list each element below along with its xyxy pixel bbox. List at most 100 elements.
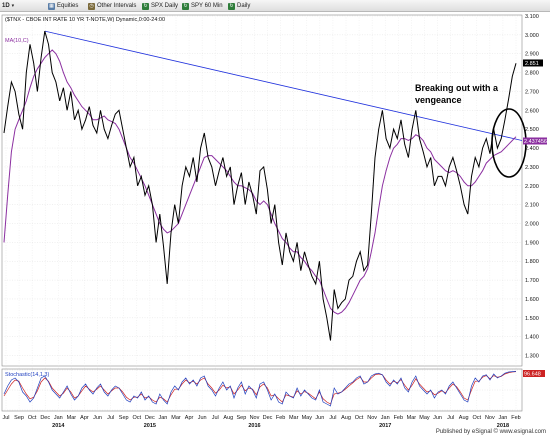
trendline (44, 30, 522, 141)
price-tick-label: 2.100 (525, 203, 539, 209)
month-tick-label: Apr (80, 415, 89, 421)
ma-legend: MA(10,C) (5, 38, 29, 44)
month-tick-label: Dec (145, 415, 155, 421)
site-url[interactable]: www.esignal.com (499, 429, 546, 435)
month-tick-label: Jun (433, 415, 442, 421)
period-selector[interactable]: 1D ▾ (2, 1, 14, 11)
month-tick-label: Feb (276, 415, 285, 421)
ma-last-tag: 2.437456 (523, 137, 547, 145)
oscillator-last-tag: 96.648 (523, 370, 545, 378)
chart-title: ($TNX - CBOE INT RATE 10 YR T-NOTE,W) Dy… (5, 17, 165, 23)
osc-fast-line (3, 371, 517, 407)
price-tick-label: 1.400 (525, 335, 539, 341)
price-tick-label: 2.700 (525, 89, 539, 95)
month-tick-label: Feb (511, 415, 520, 421)
last-price-label: 2.851 (525, 61, 539, 67)
price-tick-label: 2.300 (525, 165, 539, 171)
price-tick-label: 2.800 (525, 71, 539, 77)
price-axis: 3.100 3.000 2.900 2.800 2.700 2.600 2.500 2.400… (525, 14, 539, 360)
year-tick-label: 2015 (144, 423, 156, 429)
month-tick-label: Dec (40, 415, 50, 421)
period-label: 1D (2, 3, 10, 9)
grid (2, 15, 522, 411)
ma-line (3, 49, 517, 315)
annotation-line-1: Breaking out with a (415, 83, 499, 93)
month-tick-label: Jul (107, 415, 114, 421)
year-tick-label: 2017 (379, 423, 391, 429)
oscillator-layer (3, 371, 517, 407)
link-icon: ↻ (142, 2, 149, 10)
price-line (3, 30, 517, 341)
month-tick-label: Aug (223, 415, 233, 421)
price-tick-label: 2.600 (525, 108, 539, 114)
other-intervals-label: Other Intervals (97, 3, 137, 9)
price-tick-label: 1.700 (525, 278, 539, 284)
link-icon: ↻ (182, 2, 189, 10)
month-tick-label: Jun (315, 415, 324, 421)
spx-daily-label: SPX Daily (151, 3, 179, 9)
last-price-tag: 2.851 (523, 59, 543, 67)
toolbar: 1D ▾ ▦ Equities ◷ Other Intervals ↻ SPX … (0, 0, 550, 12)
equities-label: Equities (57, 3, 79, 9)
price-tick-label: 1.900 (525, 240, 539, 246)
year-tick-label: 2014 (52, 423, 65, 429)
month-tick-label: Jun (93, 415, 102, 421)
link-spy-60min[interactable]: ↻ SPY 60 Min (182, 1, 223, 11)
trendline-layer (44, 30, 522, 141)
month-tick-label: Oct (132, 415, 141, 421)
month-tick-label: Nov (485, 415, 495, 421)
price-tick-label: 2.200 (525, 184, 539, 190)
month-tick-label: Jul (447, 415, 454, 421)
month-tick-label: Jul (212, 415, 219, 421)
copyright-symbol: © (493, 429, 498, 435)
month-tick-label: Mar (407, 415, 417, 421)
month-tick-label: Jul (2, 415, 9, 421)
price-tick-label: 1.500 (525, 316, 539, 322)
price-tick-label: 3.000 (525, 33, 539, 39)
price-tick-label: 2.500 (525, 127, 539, 133)
spy-60min-label: SPY 60 Min (191, 3, 223, 9)
chart-area: 3.100 3.000 2.900 2.800 2.700 2.600 2.500 2.400… (1, 14, 547, 429)
price-tick-label: 3.100 (525, 14, 539, 20)
price-layer (3, 30, 517, 341)
month-tick-label: Oct (355, 415, 364, 421)
link-spx-daily[interactable]: ↻ SPX Daily (142, 1, 178, 11)
price-tick-label: 1.600 (525, 297, 539, 303)
month-tick-label: Nov (250, 415, 260, 421)
month-tick-label: Jul (329, 415, 336, 421)
month-tick-label: May (419, 415, 430, 421)
price-tick-label: 2.900 (525, 52, 539, 58)
month-tick-label: Mar (67, 415, 77, 421)
daily-label: Daily (237, 3, 251, 9)
month-tick-label: Jan (381, 415, 390, 421)
month-tick-label: Nov (367, 415, 377, 421)
month-tick-label: Aug (341, 415, 351, 421)
month-tick-label: Mar (171, 415, 181, 421)
month-tick-label: Oct (472, 415, 481, 421)
month-tick-label: Jun (198, 415, 207, 421)
month-tick-label: Dec (263, 415, 273, 421)
equities-menu[interactable]: ▦ Equities (48, 1, 78, 11)
link-daily[interactable]: ↻ Daily (228, 1, 250, 11)
oscillator-legend: Stochastic(14,1,3) (5, 372, 49, 378)
other-intervals-menu[interactable]: ◷ Other Intervals (88, 1, 136, 11)
month-tick-label: Sep (119, 415, 129, 421)
price-tick-label: 2.400 (525, 146, 539, 152)
month-tick-label: Jan (158, 415, 167, 421)
price-tick-label: 1.300 (525, 354, 539, 360)
oscillator-last-label: 96.648 (524, 372, 541, 378)
price-tick-label: 2.000 (525, 222, 539, 228)
year-tick-label: 2016 (248, 423, 260, 429)
month-tick-label: May (302, 415, 313, 421)
month-tick-label: Aug (459, 415, 469, 421)
annotation-line-2: vengeance (415, 95, 462, 105)
grid-icon: ▦ (48, 2, 55, 10)
time-axis: Jul Sep Oct Dec Jan Mar Apr Jun Jul Sep Oct Dec Jan M… (2, 415, 520, 429)
ma-last-label: 2.437456 (524, 139, 547, 145)
month-tick-label: Sep (236, 415, 246, 421)
clock-icon: ◷ (88, 2, 95, 10)
month-tick-label: Apr (185, 415, 194, 421)
month-tick-label: Sep (14, 415, 24, 421)
year-tick-label: 2018 (497, 423, 509, 429)
month-tick-label: Feb (394, 415, 403, 421)
